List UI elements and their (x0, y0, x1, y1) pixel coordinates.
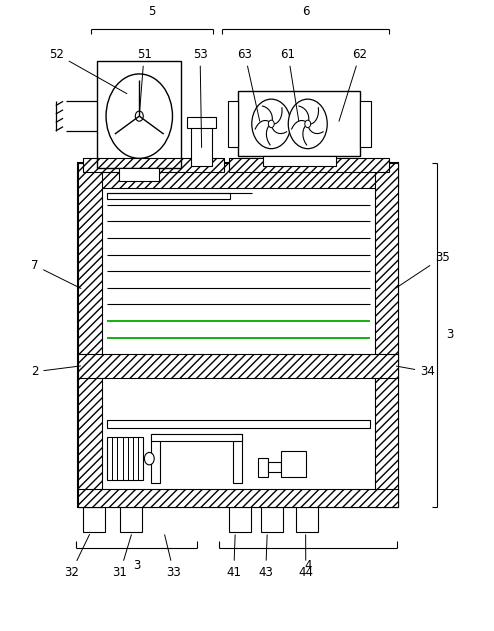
Circle shape (288, 99, 327, 149)
Bar (79, 489, 399, 507)
Text: 31: 31 (113, 534, 131, 579)
Circle shape (106, 74, 172, 158)
Text: 44: 44 (298, 535, 313, 579)
Text: 43: 43 (258, 535, 273, 579)
Bar (191, 126, 212, 166)
Text: 51: 51 (137, 47, 152, 114)
Bar (79, 355, 399, 378)
Bar (120, 507, 142, 532)
Bar (229, 507, 251, 532)
Bar (263, 156, 336, 166)
Text: 41: 41 (226, 535, 241, 579)
Bar (151, 434, 160, 483)
Bar (281, 451, 306, 478)
Bar (107, 420, 370, 428)
Text: 34: 34 (396, 365, 435, 379)
Bar (239, 91, 360, 156)
Bar (107, 193, 230, 199)
Bar (120, 168, 159, 181)
Text: 53: 53 (193, 47, 207, 148)
Text: 3: 3 (133, 558, 140, 572)
Text: 33: 33 (165, 534, 181, 579)
Circle shape (305, 120, 311, 127)
Bar (296, 507, 318, 532)
Text: 6: 6 (302, 5, 309, 18)
Circle shape (135, 111, 143, 121)
Circle shape (268, 120, 274, 127)
Text: 3: 3 (446, 329, 453, 341)
Bar (261, 507, 283, 532)
Text: 2: 2 (31, 365, 81, 379)
Bar (151, 434, 242, 442)
Bar (233, 434, 242, 483)
Bar (79, 163, 399, 188)
Bar (79, 163, 399, 507)
Circle shape (252, 99, 291, 149)
Circle shape (144, 452, 154, 465)
Bar (375, 163, 399, 507)
Bar (83, 507, 105, 532)
Text: 63: 63 (238, 47, 260, 121)
Text: 32: 32 (64, 534, 89, 579)
Bar (360, 101, 371, 147)
Text: 5: 5 (148, 5, 156, 18)
Bar (228, 101, 239, 147)
Bar (97, 61, 181, 168)
Bar (257, 457, 268, 478)
Text: 52: 52 (49, 47, 127, 93)
Bar (187, 117, 216, 129)
Text: 61: 61 (281, 47, 299, 121)
Text: 7: 7 (31, 259, 81, 288)
Bar (83, 158, 224, 172)
Bar (79, 163, 102, 507)
Bar (229, 158, 389, 172)
Text: 62: 62 (339, 47, 368, 121)
Text: 4: 4 (304, 558, 312, 572)
Text: 35: 35 (396, 251, 450, 288)
Bar (107, 437, 143, 480)
Bar (268, 463, 281, 473)
